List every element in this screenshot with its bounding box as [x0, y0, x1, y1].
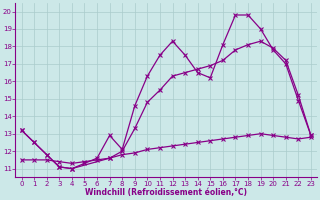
X-axis label: Windchill (Refroidissement éolien,°C): Windchill (Refroidissement éolien,°C) — [85, 188, 247, 197]
